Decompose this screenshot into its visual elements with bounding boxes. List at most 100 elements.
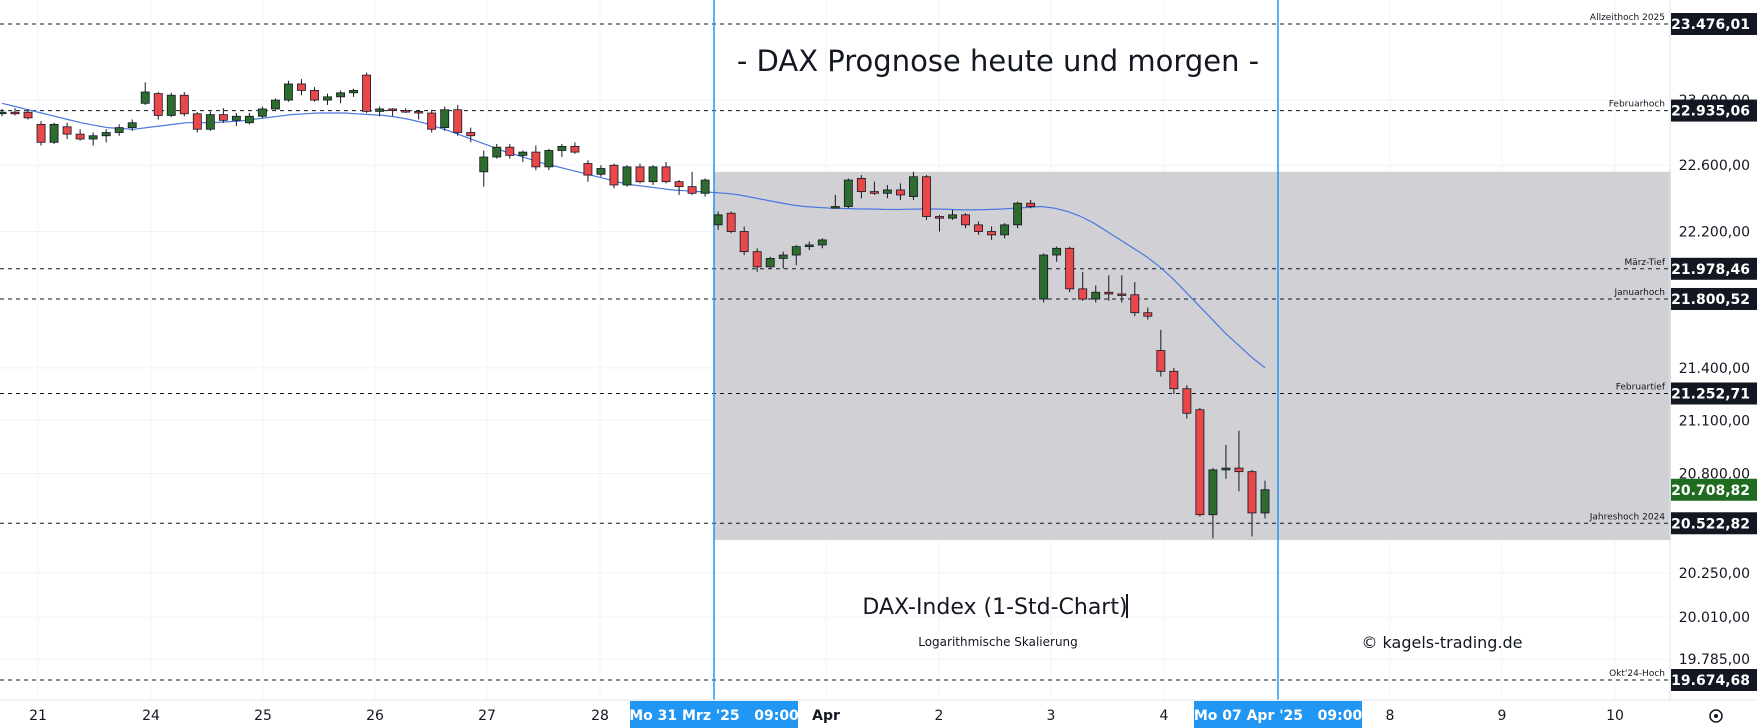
candle	[336, 90, 345, 104]
candle-body	[687, 186, 697, 194]
settings-icon[interactable]	[1709, 709, 1723, 723]
candle-body	[323, 96, 332, 101]
candle-body	[1130, 294, 1140, 314]
candle-body	[713, 214, 723, 226]
candle	[1221, 444, 1231, 479]
candle	[922, 175, 931, 220]
last-price-box	[1671, 478, 1757, 501]
candle	[687, 171, 697, 195]
level-price-box-3	[1671, 287, 1757, 310]
candle-body	[1091, 291, 1101, 300]
price-tick-label: 19.785,00	[1679, 652, 1750, 668]
candle	[257, 106, 267, 118]
candle-body	[791, 246, 801, 256]
candle	[1143, 307, 1153, 320]
candle	[466, 127, 476, 143]
candle	[1234, 430, 1244, 492]
candle-body	[674, 181, 684, 188]
level-name-2: März-Tief	[1624, 258, 1665, 268]
candle-body	[622, 166, 632, 186]
candle-body	[0, 111, 7, 115]
candle-body	[804, 244, 814, 248]
time-axis[interactable]: 21 24 25 26 27 28 Apr 2 3 4 8 9 10	[29, 708, 1624, 724]
candle-body	[401, 110, 411, 113]
candle-body	[570, 145, 580, 153]
price-tick-label: 21.400,00	[1679, 361, 1750, 377]
price-tick-label: 20.800,00	[1679, 466, 1750, 482]
time-tick-label: 21	[29, 708, 47, 724]
candle-body	[179, 94, 189, 115]
candle	[388, 108, 398, 117]
last-price-label: 20.708,82	[1671, 483, 1750, 499]
level-name-1: Februarhoch	[1609, 100, 1665, 110]
candle	[804, 241, 814, 250]
candle-body	[1156, 350, 1166, 372]
level-name-0: Allzeithoch 2025	[1590, 13, 1665, 23]
candle-body	[922, 176, 931, 217]
candle	[218, 108, 228, 123]
scale-note: Logarithmische Skalierung	[918, 635, 1078, 649]
time-tick-label: 28	[591, 708, 609, 724]
level-name-4: Februartief	[1616, 382, 1666, 392]
candle	[739, 226, 749, 256]
candle	[882, 184, 892, 199]
time-tick-label: 27	[478, 708, 496, 724]
time-tick-label: 26	[366, 708, 384, 724]
candle	[1026, 199, 1036, 209]
candle	[427, 109, 437, 133]
date-marker-label-1: Mo 07 Apr '25 09:00	[1194, 708, 1363, 724]
candle	[856, 175, 866, 199]
candle	[830, 194, 840, 209]
candle	[1156, 329, 1166, 377]
candle	[1091, 285, 1101, 303]
candle	[401, 108, 411, 114]
candle	[244, 113, 254, 125]
date-marker-labels: Mo 31 Mrz '25 09:00 Mo 07 Apr '25 09:00	[629, 701, 1362, 728]
time-tick-label: 4	[1160, 708, 1169, 724]
candle-body	[244, 115, 254, 124]
price-axis: 23.000,0022.600,0022.200,0021.400,0021.1…	[1679, 93, 1750, 668]
level-labels: Allzeithoch 2025 23.476,01 Februarhoch 22.9…	[1589, 13, 1757, 691]
candle-body	[752, 251, 762, 268]
candle-body	[1208, 469, 1218, 516]
candle	[1013, 201, 1023, 229]
candle	[518, 150, 528, 162]
time-tick-label: 10	[1606, 708, 1624, 724]
candle-body	[661, 166, 671, 183]
candle	[778, 251, 788, 269]
candle-body	[166, 94, 176, 116]
candle	[609, 163, 619, 189]
level-price-box-5	[1671, 512, 1757, 535]
candle	[1182, 385, 1192, 419]
candle-body	[140, 91, 150, 104]
level-price-label-6: 19.674,68	[1671, 673, 1750, 689]
candle	[1065, 246, 1075, 293]
candle	[284, 80, 293, 102]
candles	[0, 72, 1270, 539]
level-price-box-2	[1671, 257, 1757, 280]
candle-body	[1221, 467, 1231, 471]
candle-body	[153, 93, 163, 116]
candle	[765, 256, 775, 269]
candle-body	[49, 123, 59, 143]
candle-body	[648, 166, 658, 183]
time-tick-label: 3	[1047, 708, 1056, 724]
candle-body	[1182, 388, 1192, 414]
candle	[674, 180, 684, 195]
candle-body	[505, 146, 515, 156]
level-price-label-2: 21.978,46	[1671, 262, 1750, 278]
candle	[310, 87, 319, 102]
candle-body	[544, 150, 554, 168]
date-marker-lines	[713, 0, 1279, 700]
candle-body	[1143, 312, 1153, 317]
candle	[1169, 367, 1179, 394]
candle-body	[583, 163, 593, 176]
candle-body	[974, 224, 983, 232]
price-tick-label: 22.600,00	[1679, 158, 1750, 174]
candle-body	[895, 189, 905, 196]
candle	[140, 82, 150, 105]
candle-body	[596, 168, 606, 175]
candle-body	[270, 99, 280, 110]
price-tick-label: 22.200,00	[1679, 225, 1750, 241]
candle-body	[349, 89, 358, 94]
